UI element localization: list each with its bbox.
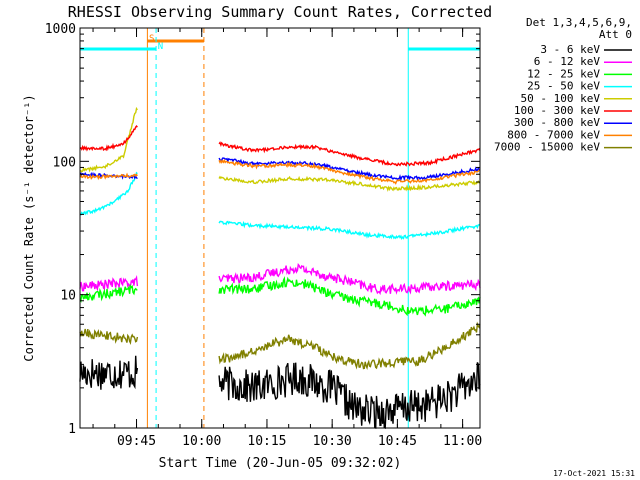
series-line-12to25keV-seg0 (79, 283, 138, 303)
x-tick-label: 10:30 (313, 434, 352, 449)
x-tick-label: 10:45 (378, 434, 417, 449)
series-line-6to12keV-seg0 (79, 275, 139, 292)
y-tick-label: 1 (68, 422, 76, 437)
legend-header-attenuator: Att 0 (599, 28, 632, 41)
series-line-6to12keV-seg1 (218, 263, 481, 296)
legend-label: 100 - 300 keV (514, 104, 600, 117)
y-tick-label: 100 (53, 155, 76, 170)
saa-annotation-label: S (149, 34, 154, 44)
series-line-800to7000keV-seg1 (218, 158, 480, 185)
x-tick-label: 10:15 (247, 434, 286, 449)
plot-frame (79, 27, 481, 429)
legend-label: 6 - 12 keV (534, 55, 601, 68)
y-tick-label: 10 (60, 289, 76, 304)
chart-title: RHESSI Observing Summary Count Rates, Co… (68, 3, 492, 21)
x-axis-label: Start Time (20-Jun-05 09:32:02) (159, 456, 402, 471)
plot-area: 1 10 100 1000 09:45 10:00 10:15 10:30 10:45 11:0… (45, 22, 482, 449)
legend-label: 300 - 800 keV (514, 116, 600, 129)
series-line-100to300keV-seg1 (218, 141, 481, 167)
x-tick-label: 10:00 (182, 434, 221, 449)
night-annotation-label: N (158, 42, 163, 52)
series-line-25to50keV-seg1 (218, 220, 481, 241)
series-line-25to50keV-seg0 (80, 171, 138, 216)
y-tick-label: 1000 (45, 22, 76, 37)
series-line-7000to15000keV-seg0 (79, 328, 139, 345)
legend-label: 800 - 7000 keV (507, 128, 600, 141)
legend-label: 25 - 50 keV (527, 80, 600, 93)
legend-label: 12 - 25 keV (527, 67, 600, 80)
legend-label: 3 - 6 keV (540, 43, 600, 56)
series-line-7000to15000keV-seg1 (218, 321, 481, 371)
series-line-3to6keV-seg1 (218, 362, 481, 430)
series-line-3to6keV-seg0 (79, 355, 139, 390)
x-tick-label: 11:00 (443, 434, 482, 449)
legend-header-detectors: Det 1,3,4,5,6,9, (526, 16, 632, 29)
y-axis-label: Corrected Count Rate (s⁻¹ detector⁻¹) (22, 94, 36, 361)
series-line-800to7000keV-seg0 (79, 172, 138, 181)
x-tick-label: 09:45 (117, 434, 156, 449)
series-line-50to100keV-seg1 (218, 175, 481, 192)
legend-label: 7000 - 15000 keV (494, 141, 600, 154)
generation-timestamp: 17-Oct-2021 15:31 (553, 469, 635, 478)
series-line-12to25keV-seg1 (218, 275, 481, 317)
series-line-50to100keV-seg0 (79, 106, 138, 173)
legend-label: 50 - 100 keV (521, 92, 601, 105)
series-line-100to300keV-seg0 (79, 125, 138, 152)
